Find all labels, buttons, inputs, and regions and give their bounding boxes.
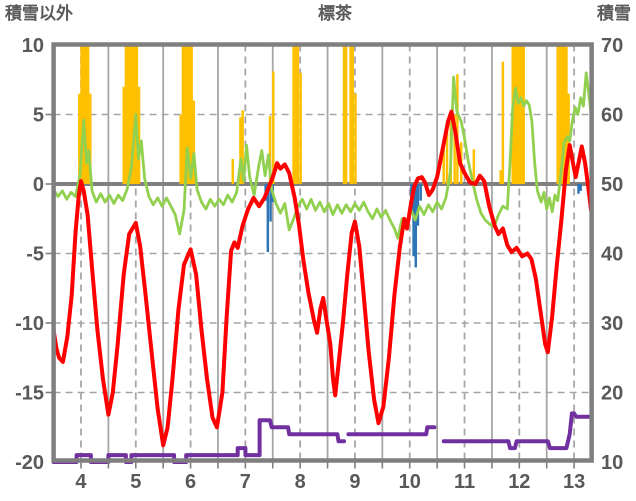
left-axis-tick-label: -5 — [26, 244, 44, 266]
orange-bars-bar — [296, 45, 300, 184]
orange-bars-bar — [453, 114, 456, 184]
chart-title: 標茶 — [318, 4, 352, 23]
orange-bars-bar — [268, 115, 272, 184]
orange-bars-bar — [520, 45, 523, 184]
orange-bars-bar — [126, 45, 130, 184]
orange-bars-bar — [342, 45, 346, 184]
orange-bars-bar — [86, 45, 90, 184]
orange-bars-bar — [239, 117, 242, 184]
orange-bars-bar — [272, 71, 275, 184]
left-axis-tick-label: 10 — [22, 35, 44, 57]
orange-bars-bar — [299, 72, 302, 184]
left-axis-tick-label: -10 — [15, 313, 44, 335]
orange-bars-bar — [89, 93, 92, 184]
orange-bars-bar — [556, 45, 559, 184]
orange-bars-bar — [565, 45, 568, 184]
left-axis-tick-label: -15 — [15, 383, 44, 405]
orange-bars-bar — [82, 45, 85, 184]
right-axis-tick-label: 50 — [601, 174, 623, 196]
blue-bars-bar — [577, 184, 580, 194]
orange-bars-bar — [515, 45, 519, 184]
orange-bars-bar — [442, 149, 445, 184]
orange-bars-bar — [560, 45, 564, 184]
x-axis-tick-label: 6 — [185, 471, 196, 493]
blue-bars-bar — [419, 184, 422, 201]
right-axis-tick-label: 30 — [601, 313, 623, 335]
x-axis-tick-label: 11 — [454, 471, 475, 493]
right-axis-title: 積雪 — [597, 4, 631, 23]
right-axis-tick-label: 60 — [601, 105, 623, 127]
chart-header: 積雪以外 標茶 積雪 — [0, 2, 636, 26]
orange-bars-bar — [563, 45, 566, 184]
orange-bars-bar — [183, 45, 187, 184]
x-axis-tick-label: 8 — [295, 471, 306, 493]
blue-bars-bar — [266, 184, 270, 253]
orange-bars-bar — [344, 45, 348, 184]
x-axis-tick-label: 9 — [349, 471, 360, 493]
green-line — [52, 71, 593, 240]
blue-bars-bar — [412, 184, 415, 257]
orange-bars-bar — [456, 74, 459, 184]
orange-bars-bar — [241, 110, 244, 184]
left-axis-tick-label: -20 — [15, 452, 44, 474]
orange-bars-bar — [292, 45, 295, 184]
x-axis-tick-label: 12 — [508, 471, 530, 493]
right-axis-tick-label: 10 — [601, 452, 623, 474]
orange-bars-bar — [472, 149, 476, 184]
x-axis-tick-label: 10 — [399, 471, 421, 493]
orange-bars-bar — [124, 45, 128, 184]
orange-bars-bar — [137, 86, 141, 184]
orange-bars-bar — [558, 45, 562, 184]
left-axis-tick-label: 5 — [33, 105, 44, 127]
blue-bars-bar — [414, 184, 417, 268]
red-line — [51, 109, 594, 448]
orange-bars-bar — [445, 128, 449, 184]
orange-bars-bar — [192, 100, 196, 184]
right-axis-tick-label: 40 — [601, 244, 623, 266]
orange-bars-bar — [349, 45, 352, 184]
purple-snow-depth-segment — [346, 425, 437, 437]
blue-bars-bar — [269, 184, 272, 222]
orange-bars-bar — [78, 93, 81, 184]
orange-bars-bar — [179, 114, 182, 184]
blue-bars-bar — [416, 184, 420, 226]
right-axis-tick-label: 20 — [601, 383, 623, 405]
x-axis-tick-label: 5 — [130, 471, 141, 493]
orange-bars-bar — [231, 158, 234, 184]
orange-bars-bar — [351, 45, 354, 184]
left-axis-title: 積雪以外 — [5, 4, 73, 23]
plot-frame — [51, 42, 594, 463]
orange-bars-bar — [518, 45, 521, 184]
purple-snow-depth-segment — [441, 411, 594, 451]
orange-bars-bar — [84, 45, 88, 184]
orange-bars-bar — [513, 45, 517, 184]
orange-bars-bar — [522, 45, 525, 184]
orange-bars-bar — [188, 45, 191, 184]
x-axis-tick-label: 7 — [240, 471, 251, 493]
blue-bars-bar — [579, 184, 582, 191]
orange-bars-bar — [129, 45, 132, 184]
right-axis-tick-label: 70 — [601, 35, 623, 57]
orange-bars-bar — [80, 45, 83, 184]
orange-bars-bar — [131, 45, 134, 184]
orange-bars-bar — [501, 61, 505, 184]
x-axis-tick-label: 13 — [563, 471, 585, 493]
orange-bars-bar — [181, 45, 185, 184]
orange-bars-bar — [190, 45, 193, 184]
orange-bars-bar — [294, 45, 298, 184]
orange-bars-bar — [354, 93, 357, 184]
orange-bars-bar — [186, 45, 189, 184]
orange-bars-bar — [122, 86, 125, 184]
orange-bars-bar — [499, 170, 502, 184]
x-axis-tick-label: 4 — [75, 471, 87, 493]
left-axis-tick-label: 0 — [33, 174, 44, 196]
